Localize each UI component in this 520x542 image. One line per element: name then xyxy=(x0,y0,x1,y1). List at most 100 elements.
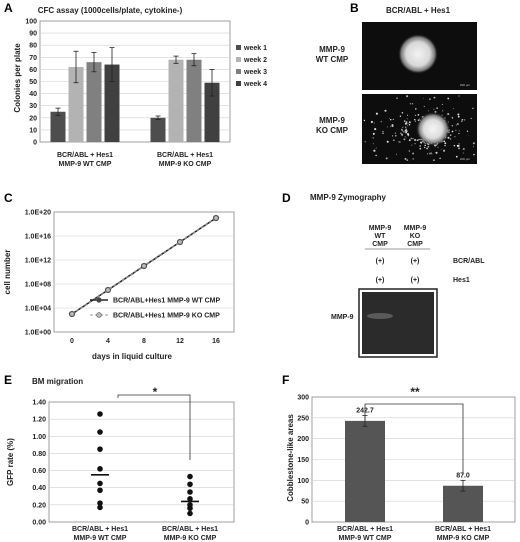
invasive-cell xyxy=(451,130,454,133)
panel-c-point xyxy=(69,311,75,317)
panel-a-cat2-line2: MMP-9 KO CMP xyxy=(159,161,212,168)
panel-d-title: MMP-9 Zymography xyxy=(310,193,387,202)
invasive-cell xyxy=(407,133,409,135)
panel-c-legend-marker xyxy=(96,312,102,318)
invasive-cell xyxy=(458,147,460,150)
panel-e-data-point xyxy=(97,429,103,435)
invasive-cell xyxy=(395,135,397,137)
bcrabl-label: BCR/ABL xyxy=(453,258,485,265)
panel-e-data-point xyxy=(97,500,103,506)
panel-label-b: B xyxy=(350,1,359,15)
invasive-cell xyxy=(433,96,436,99)
invasive-cell xyxy=(458,133,460,134)
invasive-cell xyxy=(451,125,454,127)
invasive-cell xyxy=(372,137,374,139)
panel-e-data-point xyxy=(97,487,103,494)
invasive-cell xyxy=(402,126,404,128)
invasive-cell xyxy=(463,119,466,121)
invasive-cell xyxy=(404,136,406,138)
invasive-cell xyxy=(458,130,460,132)
panel-e-plot-area xyxy=(48,401,235,523)
panel-f-significance: ** xyxy=(410,385,420,399)
invasive-cell xyxy=(372,143,374,145)
panel-e-title: BM migration xyxy=(32,377,83,386)
invasive-cell xyxy=(375,147,377,149)
panel-e-ytick: 1.20 xyxy=(32,417,46,424)
panel-b-row2-line1: MMP-9 xyxy=(319,116,345,125)
panel-c-ylabel: cell number xyxy=(3,250,12,295)
invasive-cell xyxy=(430,152,432,154)
panel-c-xlabel: days in liquid culture xyxy=(92,352,173,361)
panel-c-ytick: 1.0E+08 xyxy=(25,282,51,289)
invasive-cell xyxy=(373,122,375,124)
invasive-cell xyxy=(449,138,452,140)
invasive-cell xyxy=(461,120,463,122)
invasive-cell xyxy=(432,159,435,162)
panel-f-ytick: 0 xyxy=(305,520,309,527)
invasive-cell xyxy=(392,118,394,121)
invasive-cell xyxy=(472,142,475,145)
panel-a-ytick: 70 xyxy=(29,55,37,62)
panel-c-point xyxy=(177,239,183,245)
panel-b-micrographs: BCR/ABL + Hes1 MMP-9 WT CMP MMP-9 KO CMP… xyxy=(316,6,477,164)
panel-f-cat1-line2: MMP-9 WT CMP xyxy=(339,535,392,542)
panel-e-ytick: 0.40 xyxy=(32,485,46,492)
invasive-cell xyxy=(417,114,420,116)
invasive-cell xyxy=(396,97,398,99)
invasive-cell xyxy=(427,145,430,148)
invasive-cell xyxy=(409,103,412,105)
invasive-cell xyxy=(440,148,442,150)
invasive-cell xyxy=(444,142,447,145)
invasive-cell xyxy=(419,145,422,147)
hes1-label: Hes1 xyxy=(453,277,470,284)
invasive-cell xyxy=(455,155,458,158)
panel-c-ytick: 1.0E+04 xyxy=(25,306,51,313)
invasive-cell xyxy=(451,117,454,119)
panel-c-point xyxy=(141,263,147,269)
panel-a-ytick: 80 xyxy=(29,43,37,50)
invasive-cell xyxy=(407,125,409,127)
hes1-mark-ko: (+) xyxy=(411,277,420,284)
panel-a-legend-swatch xyxy=(236,69,241,74)
panel-e-ytick: 0.80 xyxy=(32,451,46,458)
invasive-cell xyxy=(414,143,416,145)
invasive-cell xyxy=(414,120,417,122)
invasive-cell xyxy=(441,103,443,105)
panel-e-ytick: 0.60 xyxy=(32,468,46,475)
invasive-cell xyxy=(470,117,472,120)
panel-f-cat2-line2: MMP-9 KO CMP xyxy=(437,535,490,542)
scale-bar-ko: 200 μm xyxy=(460,157,471,161)
invasive-cell xyxy=(364,141,366,143)
invasive-cell xyxy=(447,97,450,100)
panel-e-data-point xyxy=(187,481,193,488)
invasive-cell xyxy=(375,154,377,157)
invasive-cell xyxy=(454,136,456,138)
panel-f-sig-bracket xyxy=(364,403,464,475)
invasive-cell xyxy=(394,132,397,134)
panel-a-ytick: 40 xyxy=(29,91,37,98)
invasive-cell xyxy=(431,153,433,155)
panel-c-point xyxy=(105,287,111,293)
invasive-cell xyxy=(424,146,426,149)
invasive-cell xyxy=(405,121,408,124)
invasive-cell xyxy=(403,131,405,133)
invasive-cell xyxy=(462,147,465,151)
panel-a-bar xyxy=(50,111,66,142)
panel-e-data-point xyxy=(187,510,193,517)
panel-c-xtick: 0 xyxy=(70,338,74,345)
invasive-cell xyxy=(417,139,420,141)
invasive-cell xyxy=(406,159,409,161)
invasive-cell xyxy=(436,107,438,109)
invasive-cell xyxy=(428,98,431,101)
invasive-cell xyxy=(457,123,459,125)
panel-c-ytick: 1.0E+12 xyxy=(25,258,51,265)
panel-f-cat2-line1: BCR/ABL + Hes1 xyxy=(435,526,491,533)
invasive-cell xyxy=(410,137,413,140)
invasive-cell xyxy=(457,113,460,116)
panel-e-cat1-line1: BCR/ABL + Hes1 xyxy=(72,526,128,533)
invasive-cell xyxy=(404,122,407,125)
invasive-cell xyxy=(403,138,406,141)
invasive-cell xyxy=(457,132,459,134)
panel-a-bar xyxy=(150,117,166,142)
